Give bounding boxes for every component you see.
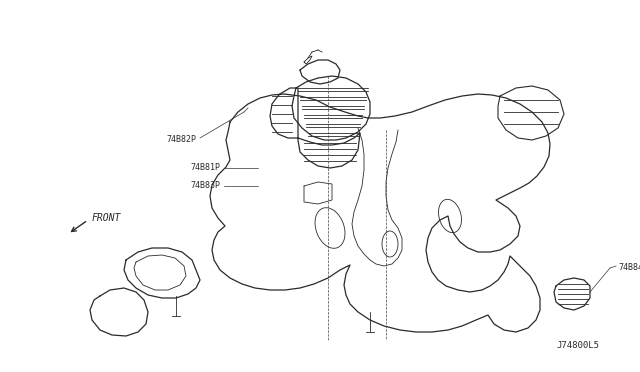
Text: J74800L5: J74800L5 [556,341,599,350]
Text: FRONT: FRONT [92,213,122,223]
Text: 74B81P: 74B81P [190,164,220,173]
Text: 74B82P: 74B82P [166,135,196,144]
Text: 74B84P: 74B84P [618,263,640,273]
Text: 74B83P: 74B83P [190,182,220,190]
